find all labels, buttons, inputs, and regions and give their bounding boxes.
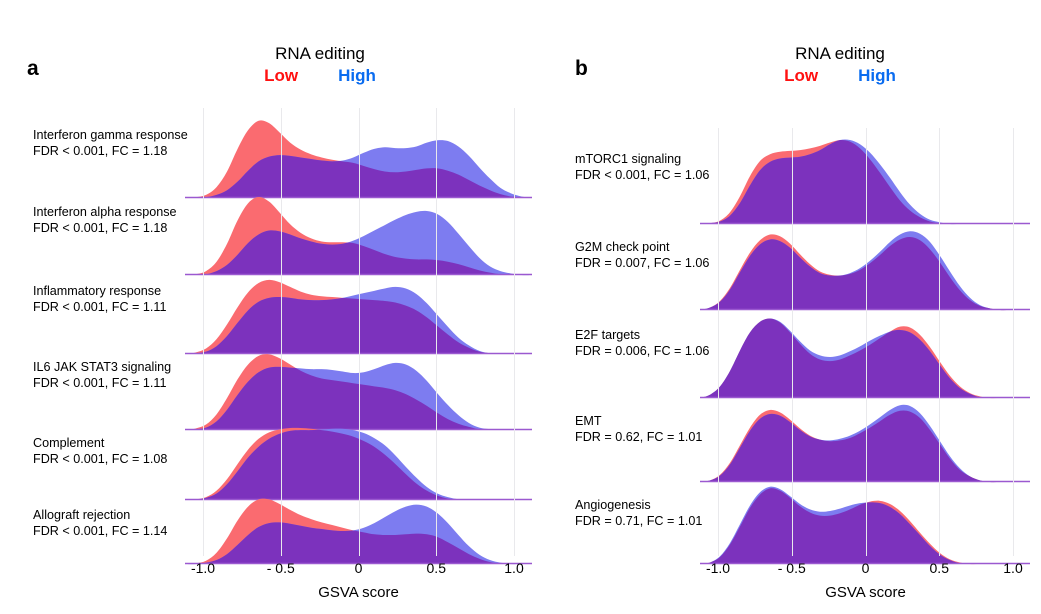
- density-area-overlap: [700, 234, 1030, 311]
- gridline: [718, 128, 719, 556]
- x-axis-tick-label: 0: [861, 560, 870, 576]
- density-area-overlap: [700, 318, 1030, 399]
- gene-set-name: Angiogenesis: [575, 498, 651, 512]
- row-label: Complement FDR < 0.001, FC = 1.08: [33, 436, 167, 467]
- legend-key-high: High: [858, 66, 896, 85]
- gridline: [280, 108, 282, 556]
- x-axis-tick-label: 0.5: [929, 560, 949, 576]
- gridline: [358, 108, 360, 556]
- gene-set-stats: FDR < 0.001, FC = 1.08: [33, 451, 168, 466]
- gene-set-name: mTORC1 signaling: [575, 152, 682, 166]
- density-plot: [700, 139, 1030, 225]
- gene-set-name: E2F targets: [575, 328, 641, 342]
- gene-set-stats: FDR = 0.71, FC = 1.01: [575, 513, 703, 528]
- gridline: [1013, 128, 1014, 556]
- x-axis-tick-label: 0.5: [426, 560, 446, 576]
- x-axis-title: GSVA score: [318, 584, 399, 601]
- legend-key-high: High: [338, 66, 376, 85]
- panel-a-letter: a: [27, 57, 39, 80]
- density-plot: [700, 228, 1030, 311]
- gene-set-name: EMT: [575, 414, 602, 428]
- gene-set-stats: FDR < 0.001, FC = 1.18: [33, 143, 168, 158]
- panel-b: b RNA editing Low High mTORC1 signaling F…: [540, 0, 1041, 614]
- legend-key-low: Low: [784, 66, 819, 85]
- row-label: Interferon alpha response FDR < 0.001, FC…: [33, 205, 177, 236]
- x-axis-tick-label: - 0.5: [777, 560, 806, 576]
- x-axis-tick-label: 1.0: [1003, 560, 1023, 576]
- gridline: [939, 128, 941, 556]
- gene-set-stats: FDR < 0.001, FC = 1.11: [33, 375, 167, 390]
- gridline: [791, 128, 793, 556]
- density-plot: [700, 316, 1030, 399]
- gene-set-stats: FDR < 0.001, FC = 1.11: [33, 299, 167, 314]
- x-axis-tick-label: -1.0: [705, 560, 731, 576]
- density-area-overlap: [700, 409, 1030, 483]
- legend-title: RNA editing: [275, 44, 365, 63]
- gene-set-stats: FDR < 0.001, FC = 1.14: [33, 523, 168, 538]
- row-label: mTORC1 signaling FDR < 0.001, FC = 1.06: [575, 152, 709, 183]
- legend-key-low: Low: [264, 66, 299, 85]
- row-label: G2M check point FDR = 0.007, FC = 1.06: [575, 240, 709, 271]
- gene-set-name: Inflammatory response: [33, 284, 162, 298]
- panel-a: a RNA editing Low High Interferon gamma …: [27, 44, 532, 601]
- row-label: E2F targets FDR = 0.006, FC = 1.06: [575, 328, 709, 359]
- row-label: IL6 JAK STAT3 signaling FDR < 0.001, FC =…: [33, 360, 171, 391]
- gene-set-stats: FDR = 0.006, FC = 1.06: [575, 343, 710, 358]
- x-axis-tick-label: 0: [354, 560, 363, 576]
- x-axis-tick-label: 1.0: [504, 560, 524, 576]
- gene-set-name: Interferon gamma response: [33, 128, 188, 142]
- row-label: Inflammatory response FDR < 0.001, FC = 1…: [33, 284, 166, 315]
- density-plot: [700, 486, 1030, 565]
- x-axis-title: GSVA score: [825, 584, 906, 601]
- panel-b-letter: b: [575, 57, 588, 80]
- density-plot: [700, 402, 1030, 483]
- gridline: [865, 128, 867, 556]
- gridline: [436, 108, 438, 556]
- gridline: [203, 108, 204, 556]
- legend-panel-a: RNA editing Low High: [205, 44, 435, 86]
- gene-set-name: Complement: [33, 436, 105, 450]
- legend-panel-b: RNA editing Low High: [725, 44, 955, 86]
- gene-set-name: Allograft rejection: [33, 508, 131, 522]
- row-label: EMT FDR = 0.62, FC = 1.01: [575, 414, 702, 445]
- gene-set-stats: FDR = 0.007, FC = 1.06: [575, 255, 710, 270]
- gene-set-stats: FDR = 0.62, FC = 1.01: [575, 429, 703, 444]
- gene-set-stats: FDR < 0.001, FC = 1.18: [33, 220, 168, 235]
- row-label: Interferon gamma response FDR < 0.001, FC…: [33, 128, 188, 159]
- row-label: Angiogenesis FDR = 0.71, FC = 1.01: [575, 498, 702, 529]
- x-axis-tick-label: -1.0: [190, 560, 216, 576]
- gene-set-name: G2M check point: [575, 240, 670, 254]
- density-area-overlap: [700, 488, 1030, 565]
- x-axis-tick-label: - 0.5: [266, 560, 295, 576]
- gridline: [514, 108, 515, 556]
- gene-set-name: IL6 JAK STAT3 signaling: [33, 360, 172, 374]
- row-label: Allograft rejection FDR < 0.001, FC = 1.1…: [33, 508, 167, 539]
- gene-set-stats: FDR < 0.001, FC = 1.06: [575, 167, 710, 182]
- density-area-overlap: [700, 139, 1030, 225]
- legend-title: RNA editing: [795, 44, 885, 63]
- gene-set-name: Interferon alpha response: [33, 205, 177, 219]
